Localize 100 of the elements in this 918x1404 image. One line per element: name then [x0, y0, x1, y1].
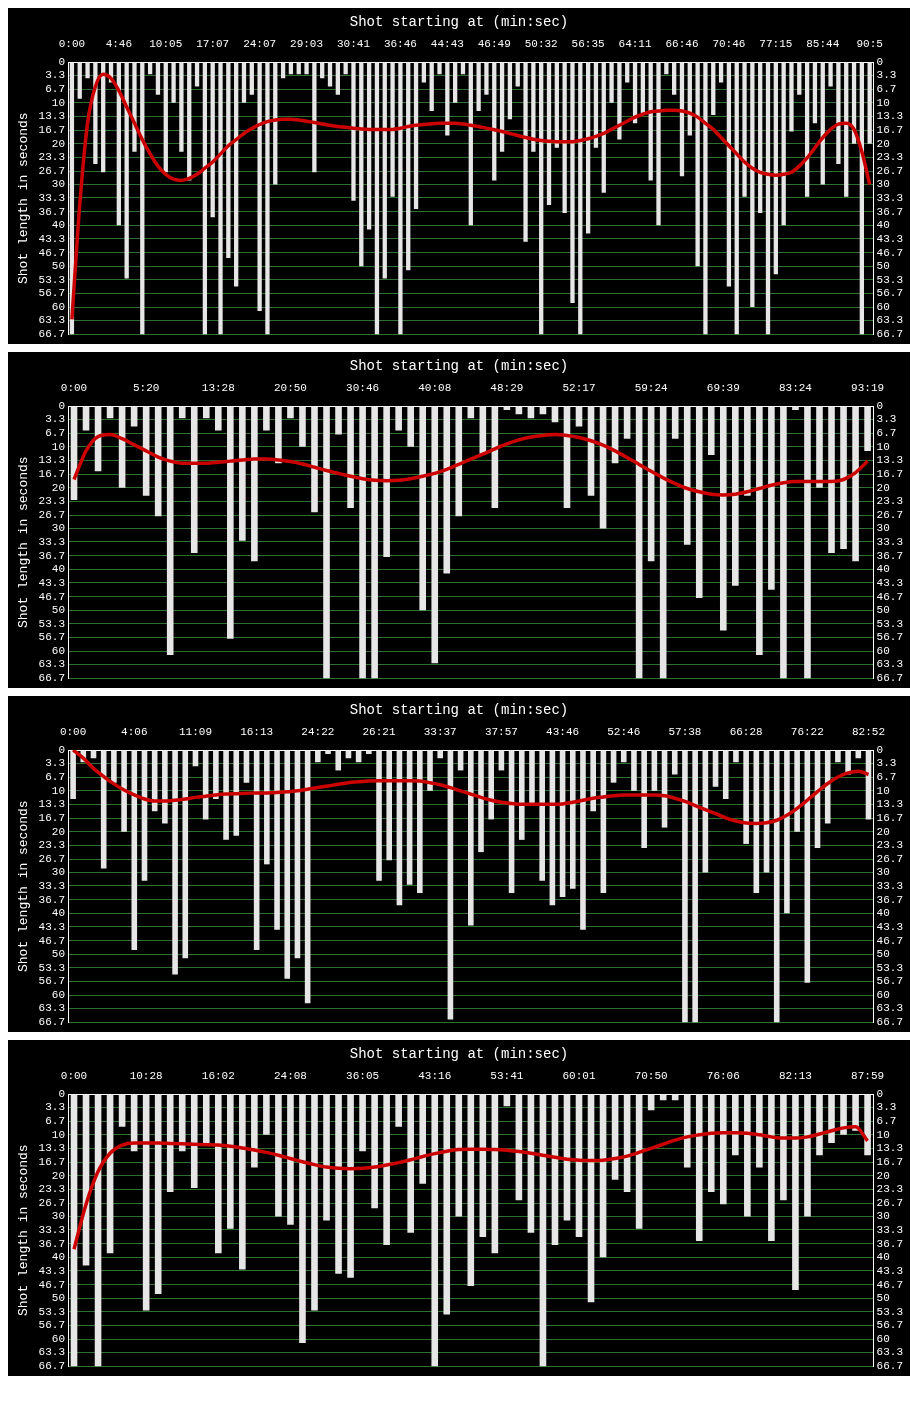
- y-tick-label: 23.3: [38, 839, 65, 852]
- bar: [155, 62, 161, 95]
- bar: [407, 1094, 414, 1233]
- y2-tick-label: 33.3: [876, 535, 903, 548]
- bar: [671, 1094, 679, 1101]
- bar: [210, 62, 215, 218]
- bar: [733, 750, 739, 763]
- y2-tick-label: 50: [876, 1292, 890, 1305]
- y-tick-label: 3.3: [45, 69, 65, 82]
- bar: [828, 1094, 835, 1144]
- y2-tick-label: 53.3: [876, 1305, 903, 1318]
- bar: [518, 750, 525, 840]
- x-tick-label: 82:52: [851, 726, 885, 739]
- bar: [631, 750, 637, 791]
- bar: [641, 750, 647, 849]
- y-tick-label: 46.7: [38, 934, 65, 947]
- bar: [620, 750, 627, 763]
- x-tick-label: 16:13: [240, 726, 274, 739]
- y-tick-label: 46.7: [38, 1278, 65, 1291]
- y2-tick-label: 6.7: [876, 771, 897, 784]
- y2-tick-label: 46.7: [876, 246, 903, 259]
- y2-tick-label: 66.7: [876, 672, 903, 685]
- bar: [431, 1094, 439, 1367]
- bar: [166, 406, 174, 656]
- x-tick-label: 87:59: [851, 1070, 885, 1083]
- bar: [744, 1094, 751, 1217]
- bar: [867, 62, 872, 144]
- bar: [488, 750, 494, 820]
- bar: [734, 62, 739, 335]
- bar: [178, 406, 186, 419]
- bar: [429, 62, 434, 112]
- bar: [523, 62, 528, 242]
- y-tick-label: 10: [51, 96, 65, 109]
- x-tick-label: 5:20: [132, 382, 160, 395]
- y-tick-label: 40: [51, 907, 65, 920]
- bar: [695, 1094, 703, 1242]
- y-tick-label: 0: [58, 55, 65, 68]
- y-tick-label: 56.7: [38, 631, 65, 644]
- y2-tick-label: 43.3: [876, 920, 903, 933]
- bar: [427, 750, 433, 791]
- bar: [695, 62, 700, 267]
- y2-tick-label: 20: [876, 137, 890, 150]
- y-tick-label: 63.3: [38, 1346, 65, 1359]
- x-tick-label: 66:46: [665, 38, 699, 51]
- bar: [656, 62, 661, 226]
- bar: [140, 62, 145, 335]
- x-tick-label: 52:17: [562, 382, 596, 395]
- x-tick-label: 16:02: [201, 1070, 235, 1083]
- bar: [726, 62, 732, 287]
- bar: [722, 750, 729, 800]
- bar: [852, 406, 859, 562]
- y2-tick-label: 30: [876, 522, 890, 535]
- y-tick-label: 66.7: [38, 328, 65, 341]
- bar: [417, 750, 423, 893]
- x-tick-label: 76:06: [706, 1070, 740, 1083]
- x-tick-label: 52:46: [607, 726, 641, 739]
- bar: [443, 406, 451, 574]
- bar: [359, 1094, 366, 1152]
- y2-tick-label: 0: [876, 743, 884, 756]
- y2-tick-label: 3.3: [876, 757, 897, 770]
- y-tick-label: 33.3: [38, 191, 65, 204]
- bar: [773, 750, 780, 1023]
- y-tick-label: 60: [51, 988, 65, 1001]
- bar: [263, 1094, 270, 1135]
- bar: [383, 1094, 390, 1246]
- bar: [836, 62, 841, 165]
- bar: [695, 406, 703, 598]
- y2-tick-label: 30: [876, 1210, 890, 1223]
- y2-tick-label: 10: [876, 96, 890, 109]
- bar: [789, 62, 794, 132]
- chart-title: Shot starting at (min:sec): [349, 358, 569, 375]
- bar: [797, 62, 802, 95]
- bar: [707, 1094, 715, 1193]
- bar: [768, 406, 775, 590]
- y-tick-label: 36.7: [38, 1237, 65, 1250]
- y-tick-label: 16.7: [38, 468, 65, 481]
- y-tick-label: 10: [51, 784, 65, 797]
- bar: [202, 1094, 210, 1144]
- bar: [227, 1094, 234, 1229]
- bar: [539, 750, 545, 881]
- x-tick-label: 59:24: [634, 382, 669, 395]
- bar: [251, 1094, 258, 1168]
- y2-tick-label: 36.7: [876, 205, 903, 218]
- y2-tick-label: 53.3: [876, 617, 903, 630]
- bar: [672, 62, 677, 95]
- bar: [794, 750, 800, 832]
- y2-tick-label: 0: [876, 55, 884, 68]
- y2-tick-label: 23.3: [876, 1183, 903, 1196]
- x-tick-label: 70:50: [634, 1070, 668, 1083]
- y-tick-label: 66.7: [38, 1016, 65, 1029]
- x-tick-label: 26:21: [362, 726, 396, 739]
- bar: [468, 750, 474, 926]
- y-tick-label: 16.7: [38, 812, 65, 825]
- bar: [744, 406, 751, 496]
- bar: [284, 750, 291, 979]
- y-tick-label: 36.7: [38, 549, 65, 562]
- y2-tick-label: 53.3: [876, 273, 903, 286]
- line-series: [72, 1124, 870, 1251]
- bar: [569, 750, 576, 889]
- bar: [163, 62, 168, 173]
